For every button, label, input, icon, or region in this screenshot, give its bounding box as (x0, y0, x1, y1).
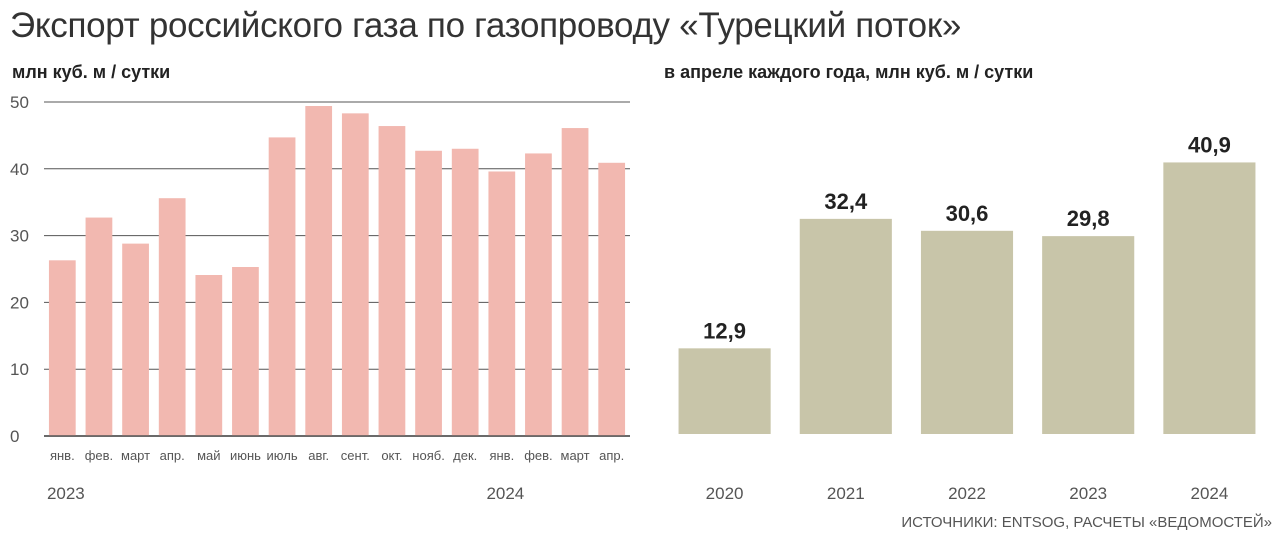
source-note: ИСТОЧНИКИ: ENTSOG, РАСЧЕТЫ «ВЕДОМОСТЕЙ» (901, 514, 1272, 531)
right-bar (920, 230, 1014, 434)
left-y-tick-label: 40 (10, 160, 29, 179)
left-bar (195, 275, 223, 436)
left-bar (305, 106, 333, 437)
right-bar (678, 348, 771, 434)
left-x-tick-label: май (197, 448, 220, 463)
right-chart-subtitle: в апреле каждого года, млн куб. м / сутк… (664, 62, 1034, 82)
left-chart-x-ticks: янв. фев. март апр. май июнь июль авг. сент. окт.… (50, 448, 624, 463)
left-chart-y-ticks: 0 10 20 30 40 50 (10, 93, 29, 446)
left-y-tick-label: 0 (10, 427, 19, 446)
right-value-label: 30,6 (946, 201, 989, 226)
left-bar (451, 148, 479, 436)
left-year-label: 2024 (486, 484, 524, 503)
left-bar (488, 171, 516, 437)
left-y-tick-label: 50 (10, 93, 29, 112)
left-year-label: 2023 (47, 484, 85, 503)
left-x-tick-label: июнь (230, 448, 261, 463)
left-x-tick-label: янв. (50, 448, 75, 463)
right-bar (799, 218, 892, 434)
right-x-tick-label: 2023 (1069, 484, 1107, 503)
right-value-label: 40,9 (1188, 132, 1231, 157)
left-x-tick-label: окт. (381, 448, 402, 463)
left-x-tick-label: сент. (341, 448, 370, 463)
left-bar (85, 217, 113, 436)
left-x-tick-label: нояб. (412, 448, 445, 463)
left-bar (268, 137, 296, 437)
left-y-tick-label: 30 (10, 227, 29, 246)
left-bar (561, 128, 589, 436)
right-bar (1042, 236, 1135, 434)
left-chart-unit-label: млн куб. м / сутки (12, 62, 171, 82)
left-bar (378, 126, 406, 436)
left-y-tick-label: 10 (10, 360, 29, 379)
right-value-label: 12,9 (703, 318, 746, 343)
right-x-tick-label: 2024 (1190, 484, 1228, 503)
left-bar (341, 113, 369, 436)
left-bar (232, 266, 259, 436)
left-bar (598, 162, 626, 436)
right-value-label: 32,4 (824, 189, 868, 214)
left-x-tick-label: фев. (524, 448, 552, 463)
left-x-tick-label: июль (267, 448, 298, 463)
left-chart-year-labels: 2023 2024 (47, 484, 524, 503)
right-bar (1163, 162, 1256, 434)
right-chart-bars (678, 162, 1256, 434)
right-x-tick-label: 2021 (827, 484, 865, 503)
left-y-tick-label: 20 (10, 293, 29, 312)
right-x-tick-label: 2020 (706, 484, 744, 503)
right-x-tick-label: 2022 (948, 484, 986, 503)
left-x-tick-label: апр. (599, 448, 624, 463)
left-bar (158, 198, 186, 436)
left-x-tick-label: март (121, 448, 150, 463)
right-chart-value-labels: 12,9 32,4 30,6 29,8 40,9 (703, 132, 1231, 343)
left-bar (415, 150, 442, 437)
left-chart-bars (44, 106, 630, 437)
chart-title: Экспорт российского газа по газопроводу … (10, 6, 962, 45)
left-x-tick-label: апр. (160, 448, 185, 463)
left-x-tick-label: янв. (489, 448, 514, 463)
left-bar (122, 243, 149, 436)
left-x-tick-label: фев. (85, 448, 113, 463)
left-bar (525, 153, 552, 436)
left-x-tick-label: авг. (308, 448, 329, 463)
right-value-label: 29,8 (1067, 206, 1110, 231)
right-chart-x-ticks: 2020 2021 2022 2023 2024 (706, 484, 1229, 503)
left-bar (48, 260, 76, 436)
left-x-tick-label: дек. (453, 448, 477, 463)
left-x-tick-label: март (561, 448, 590, 463)
